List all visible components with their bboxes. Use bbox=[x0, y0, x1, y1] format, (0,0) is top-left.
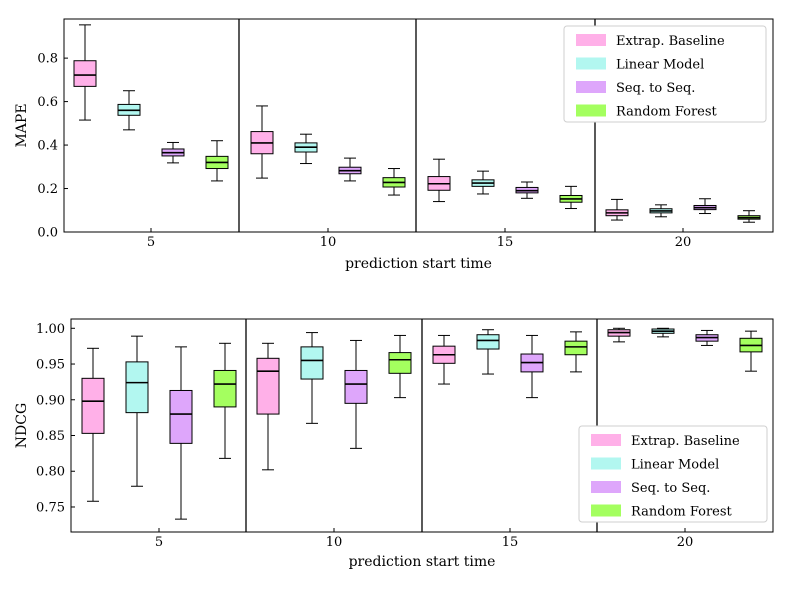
box-random-forest-15 bbox=[559, 185, 583, 210]
box-extrap-baseline-15 bbox=[427, 158, 451, 203]
legend-label: Random Forest bbox=[616, 105, 718, 120]
box-extrap-baseline-20 bbox=[605, 198, 629, 221]
legend: Extrap. Baseline Linear Model Seq. to Seq.… bbox=[563, 25, 767, 123]
ndcg-panel: 0.75 0.80 0.85 0.90 0.95 1.00 5 10 15 20 predictio… bbox=[14, 318, 774, 570]
box-linear-model-20 bbox=[649, 204, 673, 218]
box-random-forest-10 bbox=[382, 168, 406, 196]
legend-swatch bbox=[591, 457, 621, 470]
box-linear-model-15 bbox=[476, 329, 500, 375]
box-extrap-baseline-5 bbox=[73, 24, 97, 121]
box-extrap-baseline-10 bbox=[250, 105, 274, 179]
box-random-forest-20 bbox=[737, 210, 761, 223]
box-extrap-baseline-10 bbox=[256, 342, 280, 471]
box-seq-to-seq-10 bbox=[344, 339, 368, 449]
x-axis-label: prediction start time bbox=[349, 554, 496, 570]
y-tick-label: 0.0 bbox=[37, 226, 58, 241]
y-axis-label: MAPE bbox=[14, 103, 30, 147]
y-tick-label: 0.4 bbox=[37, 139, 58, 154]
legend: Extrap. Baseline Linear Model Seq. to Seq.… bbox=[578, 425, 768, 523]
y-axis-label: NDCG bbox=[14, 403, 30, 448]
y-tick-label: 0.6 bbox=[37, 95, 58, 110]
box-random-forest-5 bbox=[205, 140, 229, 182]
y-tick-label: 0.85 bbox=[36, 429, 65, 444]
box-linear-model-5 bbox=[117, 90, 141, 131]
legend-label: Seq. to Seq. bbox=[631, 481, 710, 496]
legend-label: Extrap. Baseline bbox=[631, 434, 740, 449]
box-linear-model-15 bbox=[471, 170, 495, 195]
box-seq-to-seq-15 bbox=[515, 181, 539, 199]
box-extrap-baseline-15 bbox=[432, 334, 456, 385]
box-seq-to-seq-10 bbox=[338, 157, 362, 182]
box-linear-model-20 bbox=[651, 327, 675, 338]
plot-frame bbox=[63, 18, 774, 233]
iqr-box bbox=[388, 352, 412, 374]
iqr-box bbox=[81, 377, 105, 434]
iqr-box bbox=[300, 346, 324, 380]
box-random-forest-5 bbox=[213, 342, 237, 459]
legend-frame bbox=[563, 25, 767, 123]
box-seq-to-seq-15 bbox=[520, 334, 544, 399]
iqr-box bbox=[564, 340, 588, 356]
y-tick-label: 0.8 bbox=[37, 52, 58, 67]
x-tick-label: 10 bbox=[326, 535, 343, 550]
legend-swatch bbox=[576, 81, 606, 93]
iqr-box bbox=[213, 369, 237, 408]
legend-swatch bbox=[576, 57, 606, 70]
legend-label: Random Forest bbox=[631, 505, 733, 520]
y-tick-label: 0.95 bbox=[36, 358, 65, 373]
mape-panel: 0.0 0.2 0.4 0.6 0.8 5 10 15 20 prediction start t… bbox=[14, 18, 774, 272]
legend-swatch bbox=[576, 104, 606, 117]
iqr-box bbox=[73, 60, 97, 87]
x-tick-label: 15 bbox=[502, 535, 519, 550]
box-seq-to-seq-5 bbox=[161, 141, 185, 164]
legend-swatch bbox=[591, 504, 621, 517]
y-tick-label: 0.80 bbox=[36, 465, 65, 480]
iqr-box bbox=[125, 361, 149, 414]
box-seq-to-seq-20 bbox=[693, 198, 717, 215]
iqr-box bbox=[256, 357, 280, 415]
legend-label: Seq. to Seq. bbox=[616, 81, 695, 96]
box-seq-to-seq-20 bbox=[695, 329, 719, 346]
legend-swatch bbox=[591, 481, 621, 493]
x-tick-label: 15 bbox=[497, 235, 514, 250]
legend-swatch bbox=[591, 434, 621, 446]
y-tick-label: 1.00 bbox=[36, 322, 65, 337]
box-linear-model-10 bbox=[294, 133, 318, 165]
box-random-forest-20 bbox=[739, 330, 763, 372]
legend-label: Linear Model bbox=[631, 458, 719, 473]
box-linear-model-10 bbox=[300, 332, 324, 424]
x-axis-label: prediction start time bbox=[345, 256, 492, 272]
y-tick-label: 0.75 bbox=[36, 500, 65, 515]
x-tick-label: 5 bbox=[155, 535, 163, 550]
legend-label: Extrap. Baseline bbox=[616, 34, 725, 49]
iqr-box bbox=[169, 389, 193, 444]
legend-swatch bbox=[576, 34, 606, 46]
box-seq-to-seq-5 bbox=[169, 346, 193, 520]
box-linear-model-5 bbox=[125, 335, 149, 487]
box-random-forest-15 bbox=[564, 331, 588, 373]
legend-label: Linear Model bbox=[616, 58, 704, 73]
box-extrap-baseline-20 bbox=[607, 327, 631, 343]
iqr-box bbox=[344, 369, 368, 404]
iqr-box bbox=[476, 334, 500, 350]
x-tick-label: 5 bbox=[147, 235, 155, 250]
y-tick-label: 0.90 bbox=[36, 393, 65, 408]
box-extrap-baseline-5 bbox=[81, 347, 105, 502]
box-random-forest-10 bbox=[388, 334, 412, 399]
x-tick-label: 20 bbox=[675, 235, 692, 250]
y-tick-label: 0.2 bbox=[37, 182, 58, 197]
x-tick-label: 10 bbox=[320, 235, 337, 250]
legend-frame bbox=[578, 425, 768, 523]
x-tick-label: 20 bbox=[677, 535, 694, 550]
